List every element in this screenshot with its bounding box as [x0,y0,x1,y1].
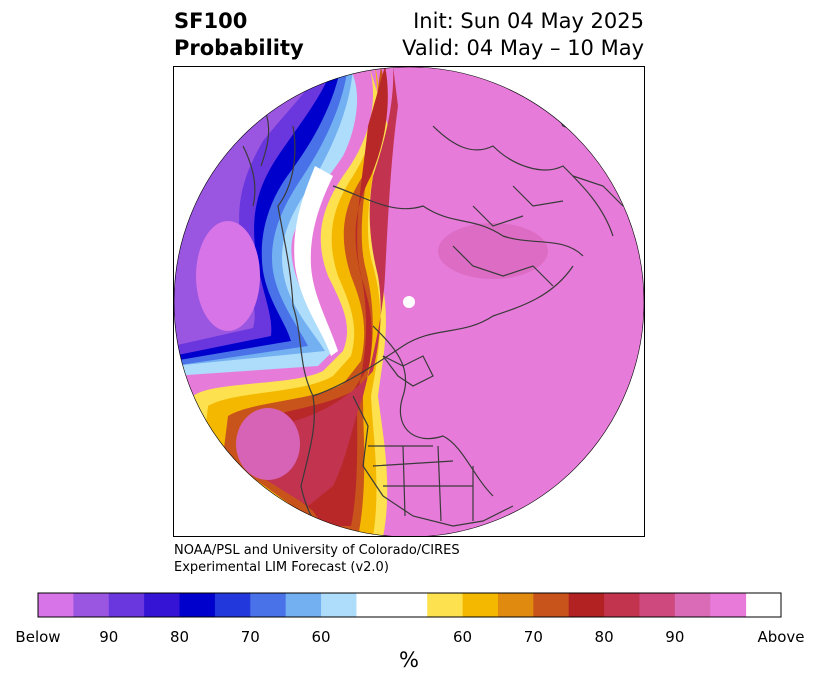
colorbar-tick-label: 70 [523,628,543,646]
colorbar-tick-label: Above [757,628,805,646]
a-core2-contour [438,223,548,279]
init-date: Init: Sun 04 May 2025 [413,9,644,33]
colorbar-segment [427,593,464,617]
colorbar-segment [462,593,499,617]
b-core-contour [196,221,260,331]
colorbar-segment [639,593,676,617]
colorbar-tick-label: 70 [240,628,260,646]
colorbar-segment [604,593,640,617]
colorbar-segment [73,593,110,617]
colorbar-segment [533,593,570,617]
colorbar-tick-label: 80 [594,628,614,646]
map-frame [173,66,645,537]
title-line-type: Probability [174,36,304,60]
colorbar-segment [179,593,216,617]
credit-line-2: Experimental LIM Forecast (v2.0) [174,560,389,575]
forecast-dates: Init: Sun 04 May 2025 Valid: 04 May – 10… [402,8,644,62]
a-pink1-contour [254,67,398,506]
colorbar-tick-label: 60 [311,628,331,646]
colorbar-tick-label: 60 [453,628,473,646]
colorbar-segment [321,593,357,617]
colorbar-segment [214,593,251,617]
map-title: SF100 Probability [174,8,304,62]
a-core-contour [236,408,300,480]
colorbar-tick-label: 90 [99,628,119,646]
colorbar-segment [497,593,534,617]
credit-line-1: NOAA/PSL and University of Colorado/CIRE… [174,543,460,558]
colorbar-tick-label: 90 [665,628,685,646]
colorbar-segment [144,593,181,617]
credit-text: NOAA/PSL and University of Colorado/CIRE… [174,542,460,576]
colorbar-segment [250,593,287,617]
colorbar-tick-label: Below [15,628,61,646]
colorbar-segment [710,593,747,617]
colorbar-segment [285,593,322,617]
title-line-variable: SF100 [174,9,248,33]
colorbar-segment [38,593,74,617]
white-gap-contour [294,166,338,356]
probability-field [174,67,644,537]
colorbar-tick-label: 80 [169,628,190,646]
colorbar-segment [108,593,145,617]
colorbar-border [37,592,782,618]
colorbar-segment [568,593,605,617]
probability-map [173,66,645,537]
valid-dates: Valid: 04 May – 10 May [402,36,644,60]
coastlines [242,105,624,537]
pole-hole [403,296,415,308]
colorbar [37,592,782,618]
colorbar-segment [674,593,711,617]
colorbar-segment [356,593,428,617]
colorbar-unit: % [399,648,419,672]
